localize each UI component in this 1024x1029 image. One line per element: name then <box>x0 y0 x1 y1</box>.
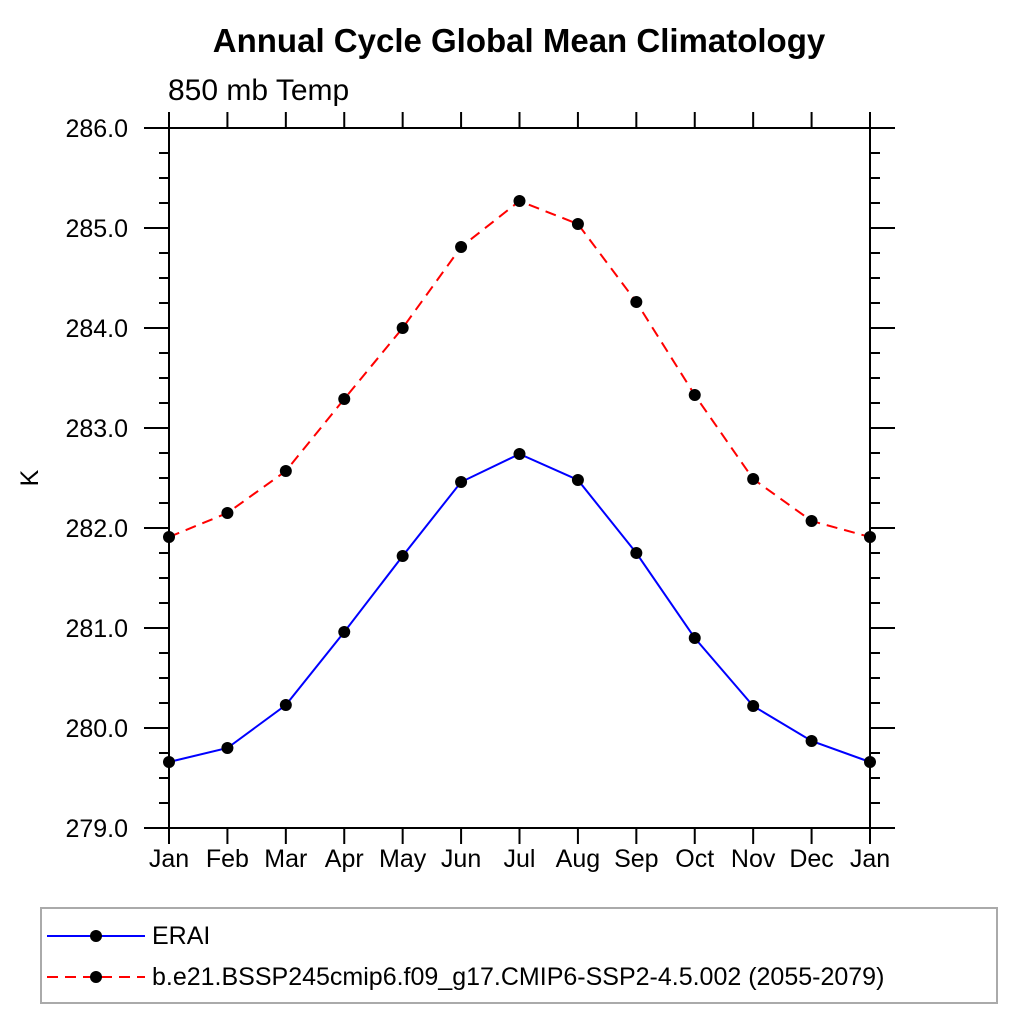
legend-marker-erai <box>90 930 102 942</box>
legend-label-erai: ERAI <box>152 922 210 950</box>
y-tick-label: 283.0 <box>65 415 128 443</box>
data-point-marker <box>455 476 468 488</box>
y-tick-label: 280.0 <box>65 715 128 743</box>
x-tick-label: Oct <box>675 845 714 873</box>
legend-box <box>40 907 998 1004</box>
chart-title: Annual Cycle Global Mean Climatology <box>213 22 826 59</box>
data-point-marker <box>396 322 409 334</box>
series-line-0 <box>168 452 871 763</box>
data-point-marker <box>805 735 818 747</box>
x-tick-label: May <box>379 845 427 873</box>
data-point-marker <box>571 474 584 486</box>
series-line-1 <box>168 199 871 538</box>
legend-label-model: b.e21.BSSP245cmip6.f09_g17.CMIP6-SSP2-4.… <box>152 963 884 991</box>
legend-marker-model <box>90 971 102 983</box>
axis-ticks: 279.0 280.0 281.0 282.0 283.0 284.0 285.0 286.0… <box>65 112 895 873</box>
data-point-marker <box>747 700 760 712</box>
x-tick-label: Feb <box>206 845 249 873</box>
x-tick-label: Sep <box>614 845 658 873</box>
x-tick-label: Dec <box>789 845 833 873</box>
data-point-marker <box>571 218 584 230</box>
y-tick-label: 281.0 <box>65 615 128 643</box>
data-point-marker <box>279 699 292 711</box>
data-point-marker <box>163 531 175 543</box>
x-tick-label: Nov <box>731 845 776 873</box>
y-tick-label: 279.0 <box>65 815 128 843</box>
data-point-marker <box>513 448 526 460</box>
x-tick-label: Jun <box>441 845 481 873</box>
legend-item-model: b.e21.BSSP245cmip6.f09_g17.CMIP6-SSP2-4.… <box>47 963 884 991</box>
x-tick-label: Jan <box>149 845 189 873</box>
data-point-marker <box>163 756 175 768</box>
y-tick-label: 285.0 <box>65 215 128 243</box>
data-point-marker <box>513 195 526 207</box>
x-tick-label: Jul <box>504 845 536 873</box>
data-point-marker <box>455 241 468 253</box>
y-axis-label: K <box>16 469 44 486</box>
data-point-marker <box>221 507 234 519</box>
data-point-marker <box>864 531 876 543</box>
data-point-marker <box>688 632 701 644</box>
data-point-marker <box>747 473 760 485</box>
data-point-marker <box>396 550 409 562</box>
chart-subtitle: 850 mb Temp <box>168 74 349 107</box>
data-point-marker <box>688 389 701 401</box>
data-point-marker <box>221 742 234 754</box>
data-point-marker <box>630 547 643 559</box>
data-point-marker <box>630 296 643 308</box>
data-point-marker <box>864 756 876 768</box>
data-point-marker <box>805 515 818 527</box>
data-point-marker <box>338 393 351 405</box>
plot-frame <box>168 127 871 829</box>
y-tick-label: 282.0 <box>65 515 128 543</box>
legend-item-erai: ERAI <box>47 922 210 950</box>
x-tick-label: Aug <box>556 845 600 873</box>
data-series <box>163 195 876 768</box>
x-tick-label: Jan <box>850 845 890 873</box>
data-point-marker <box>279 465 292 477</box>
x-tick-label: Apr <box>325 845 364 873</box>
y-tick-label: 284.0 <box>65 315 128 343</box>
y-tick-label: 286.0 <box>65 115 128 143</box>
data-point-marker <box>338 626 351 638</box>
legend: ERAI b.e21.BSSP245cmip6.f09_g17.CMIP6-SS… <box>40 907 998 1004</box>
x-tick-label: Mar <box>264 845 307 873</box>
